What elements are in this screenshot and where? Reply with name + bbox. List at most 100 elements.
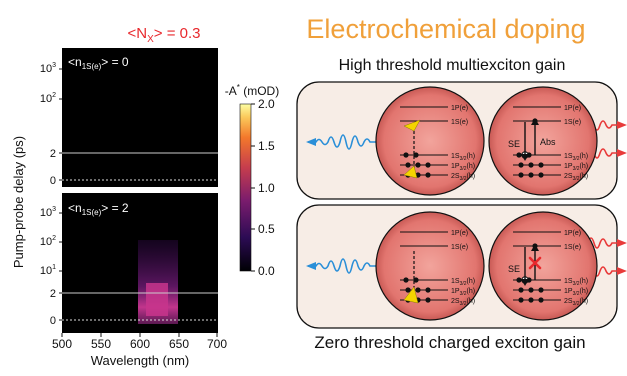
emission-arrow-top-1 bbox=[617, 121, 627, 129]
x-tick-marks bbox=[61, 333, 218, 337]
level-label: 1S(e) bbox=[564, 244, 581, 251]
hole-carrier bbox=[528, 287, 534, 293]
x-tick: 600 bbox=[130, 337, 150, 351]
subtitle-top: High threshold multiexciton gain bbox=[339, 57, 566, 74]
colorbar-label: -A* (mOD) bbox=[225, 83, 279, 98]
y-axis-label: Pump-probe delay (ps) bbox=[11, 136, 26, 268]
se-label: SE bbox=[508, 139, 520, 149]
level-label: 1S(e) bbox=[564, 119, 581, 126]
y-tick: 103 bbox=[40, 206, 56, 219]
blocked-abs-arrow-head bbox=[531, 244, 539, 251]
level-diagram: 1P(e) 1S(e) 1S3/2(h)1P3/2(h)2S3/2(h) bbox=[400, 105, 475, 182]
level-label: 1P(e) bbox=[451, 105, 468, 112]
hole-carrier bbox=[403, 152, 409, 158]
level-label: 1S3/2(h) bbox=[451, 278, 475, 287]
colorbar-tick: 2.0 bbox=[258, 97, 275, 111]
hole-carrier bbox=[413, 277, 419, 283]
hole-carrier bbox=[425, 172, 431, 178]
transitions-bottom-right: SE bbox=[508, 244, 542, 286]
level-label: 1P(e) bbox=[564, 230, 581, 237]
hole-carrier bbox=[518, 287, 524, 293]
heatmap-bottom: <n1S(e)> = 2 bbox=[62, 193, 218, 333]
quantum-dot-top-left bbox=[375, 86, 485, 196]
transitions-bottom-left bbox=[403, 251, 419, 304]
se-arrow-head bbox=[521, 154, 529, 161]
y-tick: 0 bbox=[50, 175, 56, 187]
x-tick: 700 bbox=[207, 337, 227, 351]
hole-carrier bbox=[405, 287, 411, 293]
y-tick-marks bbox=[59, 68, 62, 321]
level-label: 1P3/2(h) bbox=[564, 163, 588, 172]
level-label: 1P(e) bbox=[564, 105, 581, 112]
hole-carrier bbox=[415, 287, 421, 293]
level-label: 1S3/2(h) bbox=[451, 153, 475, 162]
level-label: 1S3/2(h) bbox=[564, 153, 588, 162]
y-tick: 101 bbox=[40, 264, 56, 277]
y-tick: 2 bbox=[50, 148, 56, 160]
quantum-dot-bottom-left bbox=[375, 211, 485, 321]
colorbar-tick: 1.5 bbox=[258, 139, 275, 153]
quantum-dot-top-right bbox=[488, 86, 598, 196]
gain-core bbox=[146, 283, 168, 316]
se-arrow-head bbox=[521, 279, 529, 286]
hole-carrier bbox=[425, 162, 431, 168]
level-label: 1P3/2(h) bbox=[564, 288, 588, 297]
hole-carrier bbox=[516, 152, 522, 158]
y-tick: 0 bbox=[50, 315, 56, 327]
blocked-cross-icon bbox=[528, 256, 542, 270]
excitation-arrow-yellow bbox=[403, 119, 421, 132]
emission-arrow-bottom-1 bbox=[617, 239, 627, 247]
nx-label: <NX> = 0.3 bbox=[128, 25, 201, 45]
colorbar-tick: 1.0 bbox=[258, 181, 275, 195]
level-diagram: 1P(e) 1S(e) 1S3/2(h)1P3/2(h)2S3/2(h) bbox=[513, 105, 588, 182]
hole-carrier bbox=[403, 277, 409, 283]
colorbar-gradient bbox=[239, 103, 252, 272]
hole-carrier bbox=[538, 287, 544, 293]
hole-carrier bbox=[528, 297, 534, 303]
x-axis-label: Wavelength (nm) bbox=[91, 353, 190, 368]
transitions-top-right: SE Abs bbox=[508, 118, 556, 161]
x-tick: 650 bbox=[169, 337, 189, 351]
se-label: SE bbox=[508, 264, 520, 274]
abs-arrow-head bbox=[531, 118, 539, 125]
hole-carrier bbox=[518, 162, 524, 168]
level-label: 2S3/2(h) bbox=[451, 298, 475, 307]
pump-arrow-bottom bbox=[306, 262, 316, 270]
hole-carrier bbox=[538, 297, 544, 303]
relaxation-arrow-yellow bbox=[403, 165, 418, 179]
hole-carrier bbox=[538, 162, 544, 168]
hole-carrier bbox=[518, 172, 524, 178]
abs-label: Abs bbox=[540, 137, 556, 147]
y-ticks-bottom: 103 102 101 2 0 bbox=[40, 206, 56, 327]
level-label: 2S3/2(h) bbox=[564, 298, 588, 307]
hole-carrier bbox=[413, 152, 419, 158]
level-label: 1S(e) bbox=[451, 119, 468, 126]
panel-label-top: <n1S(e)> = 0 bbox=[68, 55, 129, 71]
subtitle-bottom: Zero threshold charged exciton gain bbox=[314, 333, 585, 352]
level-label: 1P3/2(h) bbox=[451, 288, 475, 297]
x-ticks: 500 550 600 650 700 bbox=[52, 337, 227, 351]
quantum-dot-bottom-right bbox=[488, 211, 598, 321]
level-label: 2S3/2(h) bbox=[564, 173, 588, 182]
x-tick: 500 bbox=[52, 337, 72, 351]
hole-carrier bbox=[516, 277, 522, 283]
y-tick: 102 bbox=[40, 92, 56, 105]
hole-carrier bbox=[405, 162, 411, 168]
hole-carrier bbox=[528, 172, 534, 178]
hole-carrier bbox=[528, 162, 534, 168]
level-label: 1S3/2(h) bbox=[564, 278, 588, 287]
emission-arrow-top-2 bbox=[617, 149, 627, 157]
transitions-top-left bbox=[403, 119, 421, 179]
hole-carrier bbox=[415, 162, 421, 168]
x-tick: 550 bbox=[91, 337, 111, 351]
colorbar-tick: 0.5 bbox=[258, 222, 275, 236]
level-label: 2S3/2(h) bbox=[451, 173, 475, 182]
hole-carrier bbox=[425, 297, 431, 303]
pump-pulse-bottom bbox=[308, 258, 376, 274]
pump-pulse-top bbox=[308, 134, 376, 150]
level-label: 1P(e) bbox=[451, 230, 468, 237]
pump-pulses bbox=[306, 134, 376, 274]
emission-arrow-bottom-2 bbox=[617, 267, 627, 275]
